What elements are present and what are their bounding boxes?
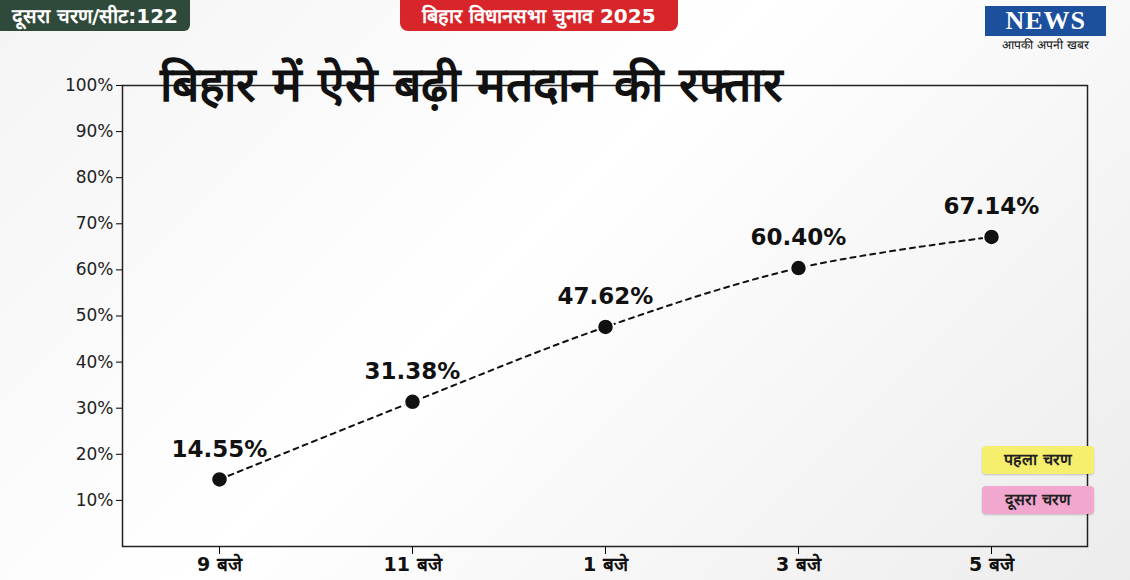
html-text:पहला चरण: पहला चरण	[1004, 450, 1072, 469]
svg-text:67.14%: 67.14%	[944, 193, 1040, 219]
svg-text:47.62%: 47.62%	[558, 283, 654, 309]
svg-text:11 बजे: 11 बजे	[383, 553, 442, 575]
svg-text:70%: 70%	[76, 213, 114, 233]
svg-text:31.38%: 31.38%	[365, 358, 461, 384]
svg-text:14.55%: 14.55%	[172, 436, 268, 462]
html-text:बिहार विधानसभा चुनाव 2025: बिहार विधानसभा चुनाव 2025	[422, 4, 656, 28]
svg-text:100%: 100%	[65, 75, 114, 95]
svg-text:30%: 30%	[76, 398, 114, 418]
html-text:NEWS: NEWS	[1005, 6, 1086, 35]
svg-text:50%: 50%	[76, 305, 114, 325]
html-text:आपकी अपनी खबर: आपकी अपनी खबर	[1002, 38, 1089, 52]
svg-text:80%: 80%	[76, 167, 114, 187]
html-text:बिहार में ऐसे बढ़ी मतदान की रफ: बिहार में ऐसे बढ़ी मतदान की रफ्तार	[160, 56, 784, 112]
html-text:दूसरा चरण/सीट:122: दूसरा चरण/सीट:122	[12, 4, 178, 28]
svg-text:60.40%: 60.40%	[751, 224, 847, 250]
svg-text:90%: 90%	[76, 121, 114, 141]
svg-text:5 बजे: 5 बजे	[969, 553, 1015, 575]
svg-text:60%: 60%	[76, 259, 114, 279]
svg-text:9 बजे: 9 बजे	[197, 553, 243, 575]
svg-text:20%: 20%	[76, 444, 114, 464]
svg-text:40%: 40%	[76, 352, 114, 372]
svg-text:3 बजे: 3 बजे	[776, 553, 822, 575]
html-text:दूसरा चरण: दूसरा चरण	[1005, 490, 1071, 509]
svg-text:1 बजे: 1 बजे	[583, 553, 629, 575]
svg-text:10%: 10%	[76, 490, 114, 510]
